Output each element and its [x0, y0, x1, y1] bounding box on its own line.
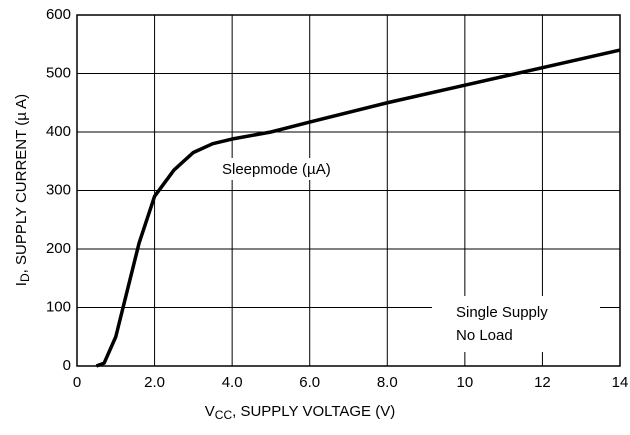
annotation-box	[432, 296, 600, 352]
y-axis-label: ID, SUPPLY CURRENT (µ A)	[13, 94, 32, 286]
series-label: Sleepmode (µA)	[222, 161, 331, 178]
x-tick-label: 12	[534, 374, 551, 391]
line	[95, 48, 621, 368]
y-tick-label: 200	[46, 240, 71, 257]
x-tick-label: 10	[457, 374, 474, 391]
annotation: Single Supply	[456, 304, 548, 321]
x-tick-label: 4.0	[222, 374, 243, 391]
y-tick-label: 500	[46, 64, 71, 81]
y-tick-label: 400	[46, 123, 71, 140]
x-tick-label: 0	[73, 374, 81, 391]
y-tick-label: 600	[46, 6, 71, 23]
x-axis-label: VCC, SUPPLY VOLTAGE (V)	[205, 403, 395, 422]
x-tick-label: 8.0	[377, 374, 398, 391]
y-tick-label: 0	[63, 357, 71, 374]
y-tick-label: 100	[46, 298, 71, 315]
annotation: No Load	[456, 327, 513, 344]
x-tick-label: 6.0	[299, 374, 320, 391]
y-tick-label: 300	[46, 181, 71, 198]
plot-frame	[76, 14, 621, 367]
x-tick-label: 14	[612, 374, 629, 391]
label-bg	[218, 158, 360, 180]
x-tick-label: 2.0	[144, 374, 165, 391]
